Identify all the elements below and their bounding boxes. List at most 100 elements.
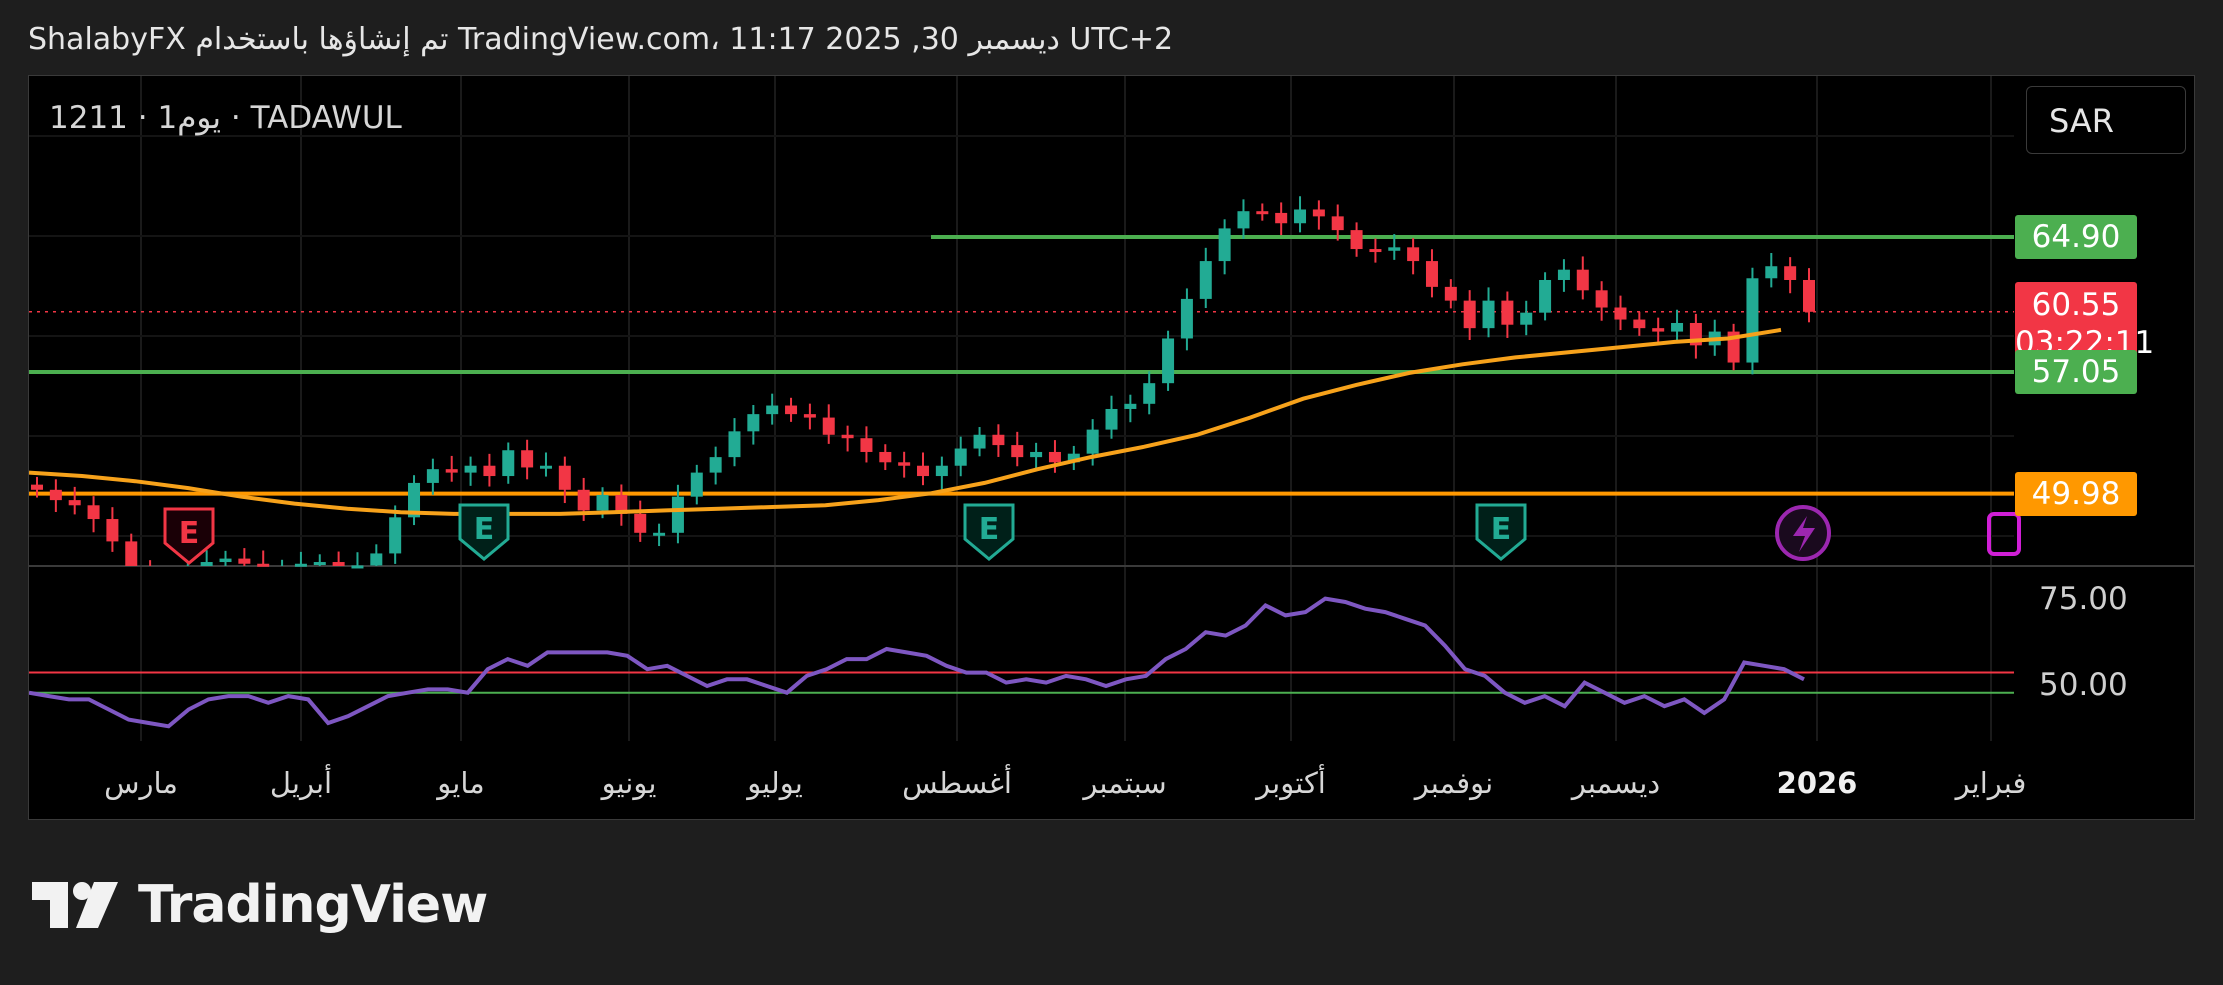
candle-down [106, 519, 119, 542]
candle-up [426, 469, 439, 483]
candle-up [1067, 453, 1080, 463]
candle-down [1614, 307, 1627, 320]
earnings-marker-icon [1475, 503, 1527, 561]
candle-up [1180, 298, 1193, 339]
candle-down [1312, 209, 1325, 217]
candle-down [521, 450, 534, 468]
candle-up [766, 405, 779, 415]
candle-up [1162, 338, 1175, 384]
candle-down [1595, 290, 1608, 308]
earnings-marker-icon [963, 503, 1015, 561]
month-label: مايو [437, 766, 485, 800]
candle-up [1671, 322, 1684, 332]
candle-up [294, 563, 307, 567]
candle-up [313, 562, 326, 566]
year-label: 2026 [1776, 766, 1858, 800]
candle-up [1765, 266, 1778, 279]
level-label-64-90: 64.90 [2015, 215, 2137, 259]
candle-up [1520, 312, 1533, 325]
tradingview-wordmark: TradingView [138, 875, 488, 935]
candle-up [1539, 279, 1552, 313]
candle-up [408, 482, 421, 518]
candle-down [257, 563, 270, 567]
candle-down [1803, 279, 1815, 312]
candle-down [1048, 451, 1061, 463]
month-label: فبراير [1955, 766, 2027, 800]
month-label: ديسمبر [1571, 766, 1661, 800]
candle-down [577, 489, 590, 511]
candle-down [1501, 300, 1514, 325]
candle-down [332, 562, 345, 566]
candle-up [1086, 429, 1099, 454]
candle-down [803, 414, 816, 418]
month-label: مارس [104, 766, 178, 800]
earnings-marker-icon [163, 507, 215, 565]
candle-down [1633, 319, 1646, 329]
candle-up [1482, 300, 1495, 329]
candle-down [1407, 247, 1420, 262]
symbol-label[interactable]: 1211 · 1يوم · TADAWUL [49, 100, 402, 136]
candle-down [445, 469, 458, 473]
month-label: نوفمبر [1414, 766, 1494, 800]
lightning-icon [1793, 516, 1815, 552]
candle-up [502, 450, 515, 477]
candle-up [747, 414, 760, 432]
candle-down [1350, 230, 1363, 250]
earnings-marker-icon-letter: E [979, 512, 1000, 547]
candle-up [351, 565, 364, 569]
candle-up [1105, 408, 1118, 430]
candle-down [785, 405, 798, 415]
candle-down [1369, 249, 1382, 253]
candle-down [1256, 211, 1269, 215]
candle-up [200, 562, 213, 566]
candle-down [917, 465, 929, 477]
candle-up [1143, 383, 1156, 404]
candle-down [125, 541, 138, 566]
earnings-marker-icon-letter: E [179, 516, 200, 551]
earnings-marker-icon-letter: E [474, 512, 495, 547]
candle-down [1425, 261, 1438, 287]
candle-up [709, 457, 722, 473]
chart-frame[interactable]: E E E E 1211 · 1يوم · TADAWUL SAR 64.90 60.… [28, 75, 2195, 820]
candle-down [860, 438, 873, 452]
candle-down [1652, 328, 1665, 332]
candle-down [992, 434, 1005, 446]
candle-up [954, 448, 967, 466]
candle-down [238, 558, 251, 564]
candle-down [822, 417, 835, 435]
earnings-marker-icon [458, 503, 510, 561]
last-price-value: 60.55 [2031, 286, 2121, 323]
month-label: أبريل [269, 766, 333, 800]
rsi-line [29, 596, 1805, 729]
candle-up [653, 532, 666, 536]
rsi-tick-75: 75.00 [2039, 581, 2128, 617]
candle-down [898, 462, 911, 466]
candle-down [483, 465, 496, 477]
candle-up [596, 494, 609, 511]
candle-up [1746, 278, 1759, 363]
candle-up [1199, 261, 1212, 299]
candle-up [219, 558, 232, 563]
candle-down [1784, 266, 1797, 280]
candle-up [1030, 451, 1043, 458]
candle-down [841, 434, 854, 439]
candle-up [539, 465, 552, 469]
rsi-tick-50: 50.00 [2039, 667, 2128, 703]
candle-up [671, 496, 684, 533]
tradingview-logo-icon [32, 882, 118, 928]
candle-up [1124, 403, 1137, 409]
candle-up [1388, 247, 1401, 251]
candle-down [879, 451, 892, 463]
candle-down [31, 484, 43, 490]
candle-down [1331, 216, 1344, 231]
chart-caption: ShalabyFX تم إنشاؤها باستخدام TradingVie… [28, 22, 1174, 57]
candle-up [935, 465, 948, 477]
tradingview-logo[interactable]: TradingView [32, 875, 488, 935]
currency-badge[interactable]: SAR [2026, 86, 2186, 154]
level-label-57-05: 57.05 [2015, 350, 2137, 394]
candle-up [370, 553, 383, 566]
candle-down [558, 465, 571, 490]
month-label: أغسطس [902, 766, 1012, 800]
candle-up [1218, 228, 1231, 262]
